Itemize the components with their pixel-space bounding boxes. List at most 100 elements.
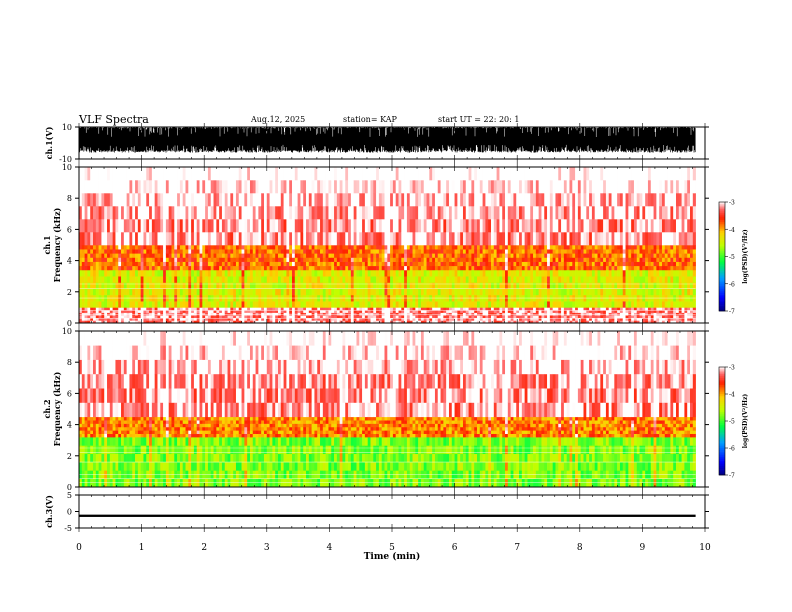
- spectrogram-cell: [462, 219, 467, 233]
- spectrogram-cell: [238, 288, 242, 296]
- spectrogram-cell: [659, 206, 663, 220]
- spectrogram-cell: [429, 315, 433, 319]
- spectrogram-cell: [227, 310, 231, 313]
- spectrogram-cell: [90, 219, 94, 233]
- spectrogram-cell: [420, 257, 425, 262]
- spectrogram-cell: [255, 310, 259, 313]
- spectrogram-cell: [233, 276, 237, 283]
- spectrogram-cell: [476, 310, 481, 313]
- spectrogram-cell: [476, 249, 481, 254]
- spectrogram-cell: [420, 301, 425, 308]
- spectrogram-cell: [617, 167, 621, 181]
- spectrogram-cell: [583, 261, 587, 267]
- spectrogram-cell: [238, 232, 242, 246]
- spectrogram-cell: [555, 232, 559, 246]
- spectrogram-cell: [294, 206, 298, 220]
- spectrogram-cell: [395, 315, 399, 319]
- spectrogram-cell: [547, 320, 551, 324]
- spectrogram-cell: [566, 282, 570, 289]
- spectrogram-cell: [185, 310, 189, 313]
- spectrogram-cell: [384, 219, 388, 233]
- spectrogram-cell: [241, 320, 245, 324]
- spectrogram-cell: [488, 232, 492, 246]
- spectrogram-cell: [179, 312, 183, 316]
- spectrogram-cell: [499, 307, 503, 311]
- spectrogram-cell: [611, 320, 615, 324]
- spectrogram-cell: [642, 261, 646, 267]
- spectrogram-cell: [177, 261, 181, 267]
- spectrogram-cell: [143, 301, 147, 308]
- spectrogram-cell: [98, 245, 102, 250]
- spectrogram-cell: [272, 307, 276, 311]
- spectrogram-cell: [645, 269, 649, 277]
- spectrogram-cell: [121, 288, 125, 296]
- spectrogram-cell: [98, 312, 102, 316]
- spectrogram-cell: [516, 265, 520, 271]
- spectrogram-cell: [432, 232, 436, 246]
- spectrogram-cell: [219, 180, 223, 194]
- spectrogram-cell: [420, 253, 425, 258]
- spectrogram-cell: [325, 253, 329, 258]
- spectrogram-cell: [650, 219, 654, 233]
- spectrogram-cell: [154, 288, 158, 296]
- spectrogram-cell: [575, 257, 579, 262]
- spectrogram-cell: [244, 282, 248, 289]
- spectrogram-cell: [81, 312, 85, 316]
- spectrogram-cell: [561, 261, 565, 267]
- spectrogram-cell: [384, 180, 388, 194]
- spectrogram-cell: [597, 245, 601, 250]
- spectrogram-cell: [446, 315, 450, 319]
- spectrogram-cell: [659, 257, 663, 262]
- spectrogram-cell: [213, 320, 217, 324]
- spectrogram-cell: [415, 232, 419, 246]
- spectrogram-cell: [367, 312, 371, 316]
- spectrogram-cell: [586, 253, 590, 258]
- spectrogram-cell: [221, 282, 226, 289]
- spectrogram-cell: [160, 167, 164, 181]
- spectrogram-cell: [370, 253, 374, 258]
- spectrogram-cell: [362, 253, 366, 258]
- spectrogram-cell: [586, 265, 590, 271]
- spectrogram-cell: [322, 219, 326, 233]
- spectrogram-cell: [367, 245, 371, 250]
- spectrogram-cell: [378, 282, 382, 289]
- spectrogram-cell: [633, 219, 638, 233]
- spectrogram-cell: [227, 301, 231, 308]
- spectrogram-cell: [589, 206, 593, 220]
- spectrogram-cell: [196, 312, 200, 316]
- spectrogram-cell: [580, 320, 584, 324]
- spectrogram-cell: [502, 310, 506, 313]
- spectrogram-cell: [137, 288, 141, 296]
- spectrogram-cell: [390, 249, 394, 254]
- spectrogram-cell: [485, 249, 489, 254]
- spectrogram-cell: [286, 282, 290, 289]
- spectrogram-cell: [314, 317, 318, 321]
- spectrogram-cell: [362, 312, 366, 316]
- spectrogram-cell: [552, 307, 556, 311]
- spectrogram-cell: [314, 312, 318, 316]
- spectrogram-cell: [328, 261, 332, 267]
- spectrogram-cell: [266, 193, 270, 207]
- spectrogram-cell: [499, 261, 503, 267]
- spectrogram-cell: [460, 245, 464, 250]
- spectrogram-cell: [404, 232, 408, 246]
- spectrogram-cell: [238, 249, 242, 254]
- spectrogram-cell: [151, 288, 155, 296]
- spectrogram-cell: [261, 307, 265, 311]
- spectrogram-cell: [168, 307, 172, 311]
- spectrogram-cell: [597, 193, 601, 207]
- spectrogram-cell: [308, 206, 312, 220]
- spectrogram-cell: [499, 276, 503, 283]
- spectrogram-cell: [639, 219, 643, 233]
- spectrogram-cell: [146, 310, 150, 313]
- spectrogram-cell: [132, 193, 136, 207]
- spectrogram-cell: [227, 253, 231, 258]
- spectrogram-cell: [642, 265, 646, 271]
- spectrogram-cell: [650, 317, 654, 321]
- spectrogram-cell: [415, 269, 419, 277]
- spectrogram-cell: [356, 282, 360, 289]
- spectrogram-cell: [395, 167, 399, 181]
- spectrogram-cell: [569, 301, 573, 308]
- spectrogram-cell: [625, 317, 629, 321]
- spectrogram-cell: [642, 245, 646, 250]
